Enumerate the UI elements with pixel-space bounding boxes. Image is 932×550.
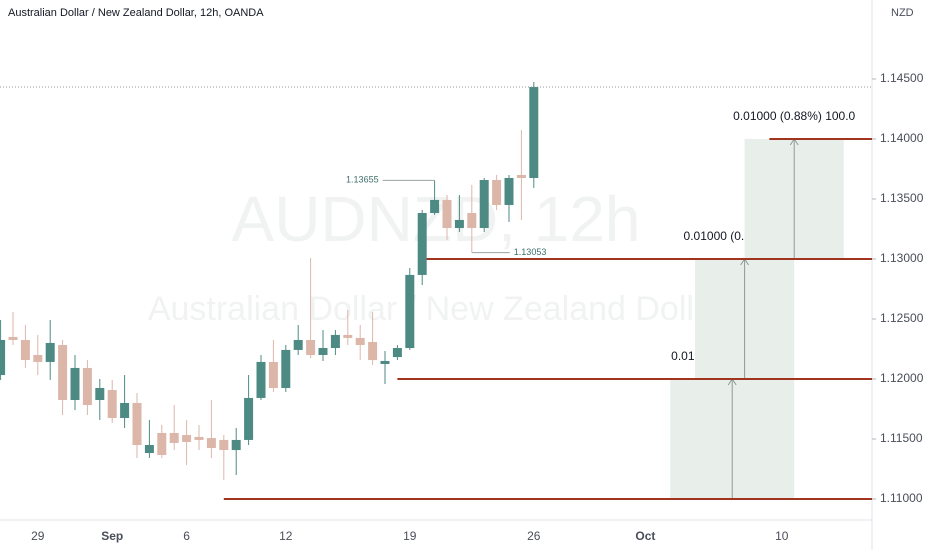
candle-body — [430, 199, 440, 214]
candle-body — [219, 439, 229, 451]
y-tick-label: 1.14000 — [880, 131, 924, 145]
candle-body — [368, 342, 378, 361]
candle-body — [244, 397, 254, 440]
candle-body — [442, 199, 452, 229]
candle-body — [0, 339, 6, 376]
candle-body — [169, 432, 179, 443]
x-tick-label: Sep — [101, 529, 123, 543]
candle-body — [529, 87, 539, 178]
candle-body — [144, 444, 154, 454]
x-tick-label: 10 — [775, 529, 789, 543]
candle-body — [380, 360, 390, 364]
candle-body — [281, 349, 291, 388]
candle-body — [454, 219, 464, 229]
candle-body — [417, 213, 427, 275]
y-tick-label: 1.11000 — [880, 491, 923, 505]
candle-body — [405, 274, 415, 349]
candle-body — [194, 436, 204, 440]
x-tick-label: Oct — [635, 529, 655, 543]
x-tick-label: 12 — [279, 529, 293, 543]
y-tick-label: 1.13500 — [880, 191, 924, 205]
candle-body — [467, 213, 477, 229]
candle-body — [330, 334, 340, 349]
watermark-symbol: AUDNZD, 12h — [232, 183, 641, 255]
candle-body — [256, 361, 266, 398]
y-tick-label: 1.13000 — [880, 251, 924, 265]
x-tick-label: 19 — [403, 529, 417, 543]
candle-body — [132, 402, 142, 445]
candle-body — [20, 339, 30, 361]
x-tick-label: 6 — [183, 529, 190, 543]
annotation-label: 1.13053 — [514, 247, 547, 257]
candle-body — [95, 387, 105, 400]
candle-body — [182, 435, 192, 442]
annotation-label: 1.13655 — [346, 175, 379, 185]
candle-body — [70, 367, 80, 400]
y-tick-label: 1.11500 — [880, 431, 923, 445]
watermark: AUDNZD, 12h Australian Dollar / New Zeal… — [148, 183, 724, 328]
x-tick-label: 26 — [527, 529, 541, 543]
candle-body — [355, 337, 365, 346]
candle-body — [504, 177, 514, 205]
candle-body — [120, 402, 130, 418]
candle-body — [107, 390, 117, 418]
price-range-label: 0.01000 (0.88%) 100.0 — [733, 109, 855, 123]
candle-body — [268, 361, 278, 388]
candle-body — [82, 367, 92, 406]
candle-body — [343, 334, 353, 338]
candle-body — [231, 439, 241, 451]
candle-body — [318, 348, 328, 355]
candle-body — [8, 336, 18, 340]
candle-body — [206, 438, 216, 448]
y-tick-label: 1.14500 — [880, 71, 924, 85]
candle-body — [293, 339, 303, 350]
watermark-name: Australian Dollar / New Zealand Dollar — [148, 290, 724, 328]
x-tick-label: 29 — [31, 529, 45, 543]
candle-body — [157, 432, 167, 455]
candle-body — [58, 345, 68, 400]
candle-body — [33, 354, 43, 362]
candle-body — [516, 174, 526, 178]
candle-body — [492, 180, 502, 205]
candle-body — [306, 339, 316, 355]
price-unit: NZD — [891, 7, 914, 19]
y-tick-label: 1.12500 — [880, 311, 924, 325]
candle-body — [392, 348, 402, 358]
candle-body — [479, 180, 489, 229]
y-tick-label: 1.12000 — [880, 371, 924, 385]
candle-body — [45, 342, 55, 362]
chart-title: Australian Dollar / New Zealand Dollar, … — [8, 7, 264, 19]
